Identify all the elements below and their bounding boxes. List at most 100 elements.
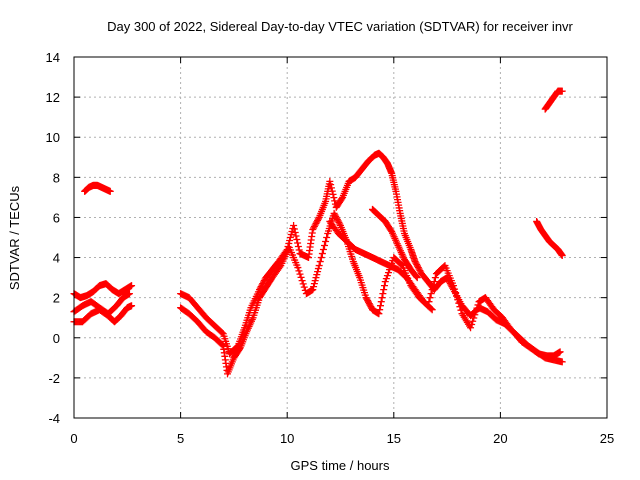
x-tick-label: 0 [70,431,77,446]
data-point [235,345,243,353]
data-point [336,220,344,228]
data-point [327,184,335,192]
data-point [430,278,438,286]
data-point [125,290,133,298]
data-point [293,236,301,244]
data-point [469,317,477,325]
y-tick-label: 8 [53,170,60,185]
data-point [330,209,338,217]
data-point [362,294,370,302]
data-point [128,302,136,310]
data-point [319,246,327,254]
data-point [380,282,388,290]
data-point [556,348,564,356]
y-tick-label: 12 [46,90,60,105]
data-point [378,294,386,302]
data-point [473,304,481,312]
data-point [310,283,318,291]
data-point [333,215,341,223]
data-point [329,190,337,198]
data-point [310,224,318,232]
data-point [295,246,303,254]
data-point [291,228,299,236]
data-point [413,274,421,282]
data-point [428,306,436,314]
data-point [333,214,341,222]
y-tick-label: 6 [53,210,60,225]
data-point [292,232,300,240]
data-point [377,298,385,306]
data-point [321,242,329,250]
data-point [313,271,321,279]
data-point [468,320,476,328]
data-point [297,273,305,281]
series-arc-10 [541,87,566,113]
data-point [311,221,319,229]
data-point [309,286,317,294]
data-point [313,218,321,226]
data-point [376,302,384,310]
data-point [375,310,383,318]
data-point [309,225,317,233]
data-point [414,262,422,270]
y-tick-label: 14 [46,50,60,65]
data-point [558,358,566,366]
data-point [467,324,475,332]
data-point [412,273,420,281]
data-point [382,275,390,283]
data-point [363,295,371,303]
data-point [286,237,294,245]
data-point [470,314,478,322]
data-point [453,292,461,300]
data-point [290,225,298,233]
y-tick-label: -4 [48,411,60,426]
data-point [260,277,268,285]
data-point [128,282,136,290]
data-point [387,226,395,234]
grid [74,57,607,418]
data-point [295,267,303,275]
data-point [456,303,464,311]
data-point [298,277,306,285]
data-point [312,219,320,227]
data-point [311,277,319,285]
data-point [383,272,391,280]
data-point [315,262,323,270]
x-tick-label: 20 [493,431,507,446]
data-point [314,268,322,276]
data-point [312,274,320,282]
y-tick-label: 4 [53,251,60,266]
data-point [415,265,423,273]
series-arc-4 [81,181,114,195]
data-point [331,211,339,219]
series-arc-8 [368,205,421,282]
data-point [376,306,384,314]
x-axis-label: GPS time / hours [291,458,390,473]
data-point [429,282,437,290]
data-point [380,286,388,294]
data-point [318,250,326,258]
chart-title: Day 300 of 2022, Sidereal Day-to-day VTE… [107,19,573,34]
data-point [384,269,392,277]
data-point [106,187,114,195]
data-point [310,222,318,230]
data-point [314,215,322,223]
data-point [276,263,284,271]
data-point [381,278,389,286]
data-point [338,195,346,203]
data-point [290,221,298,229]
data-point [364,298,372,306]
data-point [427,290,435,298]
y-tick-label: -2 [48,371,60,386]
data-point [454,296,462,304]
data-point [330,194,338,202]
data-point [474,301,482,309]
data-point [428,286,436,294]
data-point [294,243,302,251]
data-point [379,290,387,298]
series-arc-1 [70,280,136,302]
x-tick-label: 5 [177,431,184,446]
data-point [367,303,375,311]
y-tick-label: 10 [46,130,60,145]
data-point [310,280,318,288]
